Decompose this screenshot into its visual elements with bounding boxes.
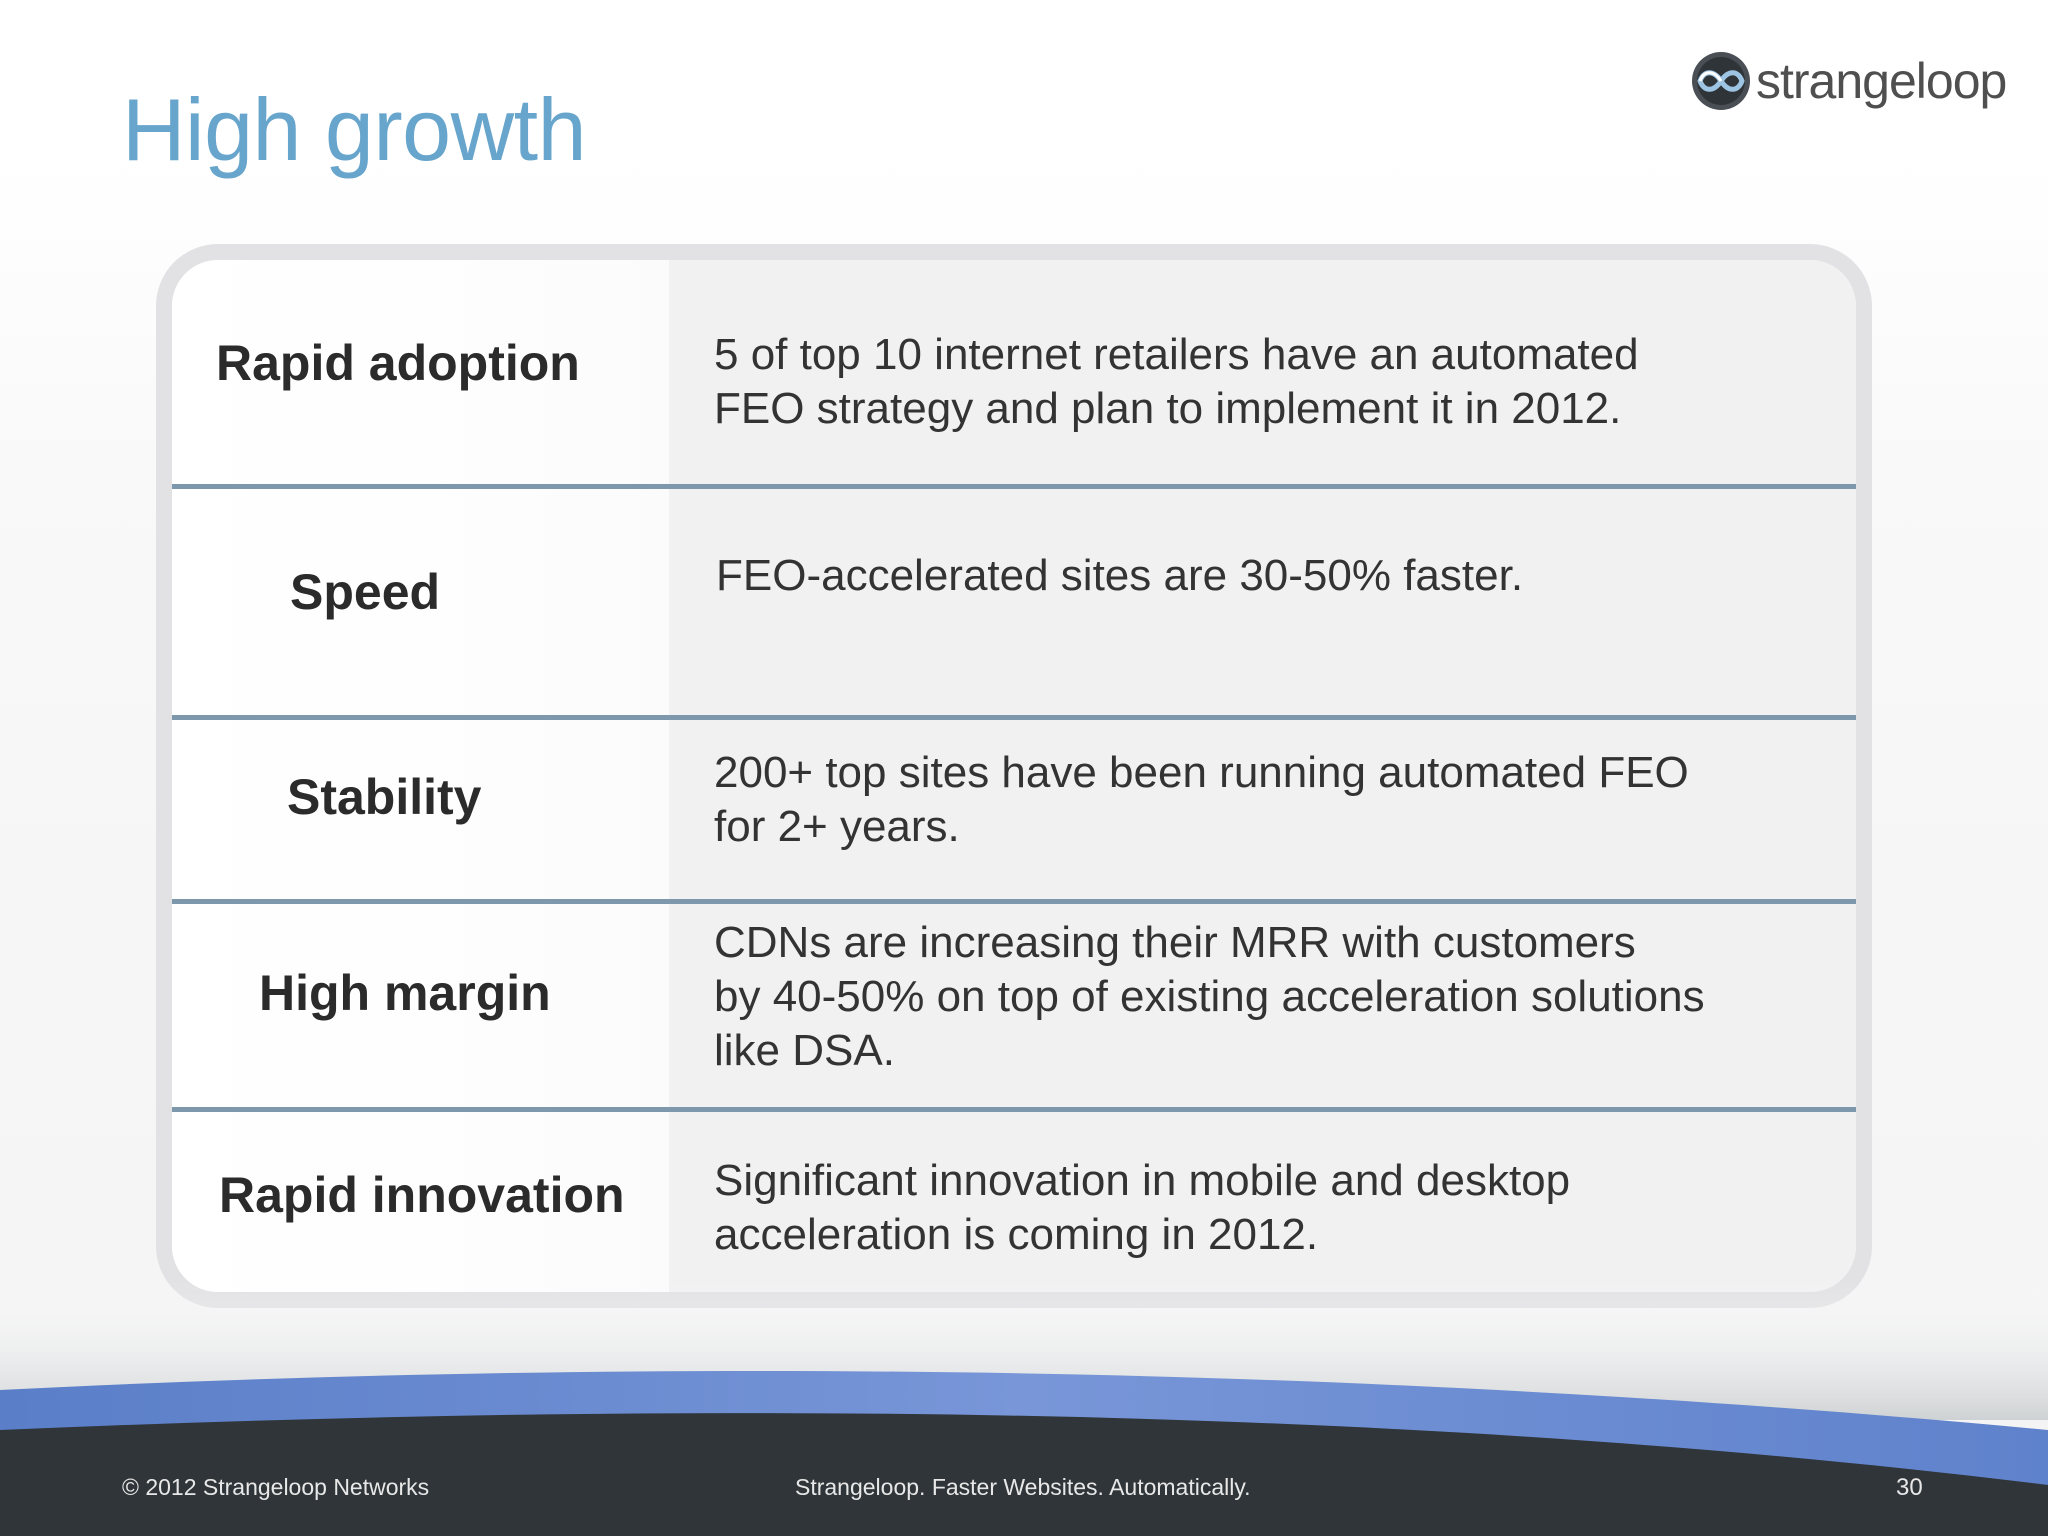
row-text: 200+ top sites have been running automat…	[714, 748, 1689, 851]
growth-table: Rapid adoption 5 of top 10 internet reta…	[156, 244, 1872, 1308]
row-divider	[172, 715, 1856, 720]
infinity-loop-icon	[1692, 52, 1750, 110]
row-label: Speed	[290, 564, 441, 620]
row-label: High margin	[259, 965, 551, 1021]
row-label: Stability	[287, 769, 482, 825]
row-divider	[172, 484, 1856, 489]
company-logo: strangeloop	[1690, 48, 2007, 114]
text-column-bg	[669, 260, 1856, 1292]
row-divider	[172, 899, 1856, 904]
footer-tagline: Strangeloop. Faster Websites. Automatica…	[795, 1474, 1251, 1500]
footer-band	[0, 1280, 2048, 1536]
row-text: CDNs are increasing their MRR with custo…	[714, 918, 1705, 1075]
row-text: Significant innovation in mobile and des…	[714, 1156, 1571, 1259]
table-row: Speed FEO-accelerated sites are 30-50% f…	[172, 489, 1856, 715]
page-number: 30	[1896, 1474, 1923, 1501]
table-row: Rapid adoption 5 of top 10 internet reta…	[172, 260, 1856, 484]
row-divider	[172, 1107, 1856, 1112]
slide-title: High growth	[122, 80, 587, 179]
row-label: Rapid innovation	[219, 1167, 625, 1223]
table-row: Stability 200+ top sites have been runni…	[172, 720, 1856, 899]
row-text: 5 of top 10 internet retailers have an a…	[714, 330, 1639, 433]
label-column-bg	[172, 260, 669, 1292]
footer-copyright: © 2012 Strangeloop Networks	[122, 1474, 430, 1500]
logo-wordmark: strangeloop	[1756, 53, 2007, 109]
table-row: Rapid innovation Significant innovation …	[172, 1112, 1856, 1292]
table-row: High margin CDNs are increasing their MR…	[172, 904, 1856, 1107]
row-text: FEO-accelerated sites are 30-50% faster.	[716, 551, 1524, 600]
row-label: Rapid adoption	[216, 335, 580, 391]
